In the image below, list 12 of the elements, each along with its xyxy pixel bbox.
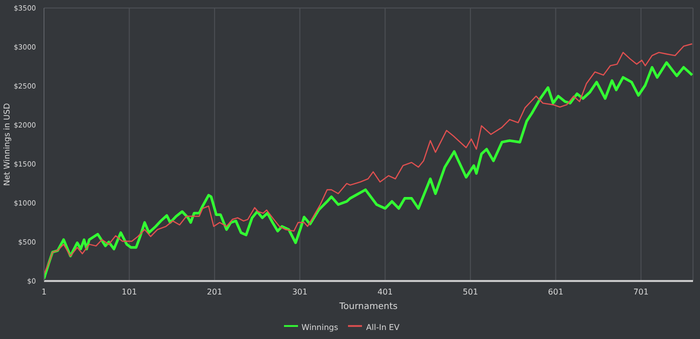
x-tick-label: 101 [122, 288, 137, 297]
x-tick-label: 701 [633, 288, 649, 297]
x-tick-label: 401 [377, 288, 393, 297]
x-tick-label: 501 [462, 288, 478, 297]
y-axis-title: Net Winnings in USD [2, 103, 12, 186]
legend-label: Winnings [302, 323, 338, 332]
x-tick-label: 1 [41, 288, 47, 297]
x-tick-label: 601 [548, 288, 564, 297]
x-tick-label: 201 [206, 288, 222, 297]
x-tick-label: 301 [292, 288, 308, 297]
legend-label: All-In EV [366, 323, 400, 332]
x-axis-title: Tournaments [338, 302, 398, 312]
